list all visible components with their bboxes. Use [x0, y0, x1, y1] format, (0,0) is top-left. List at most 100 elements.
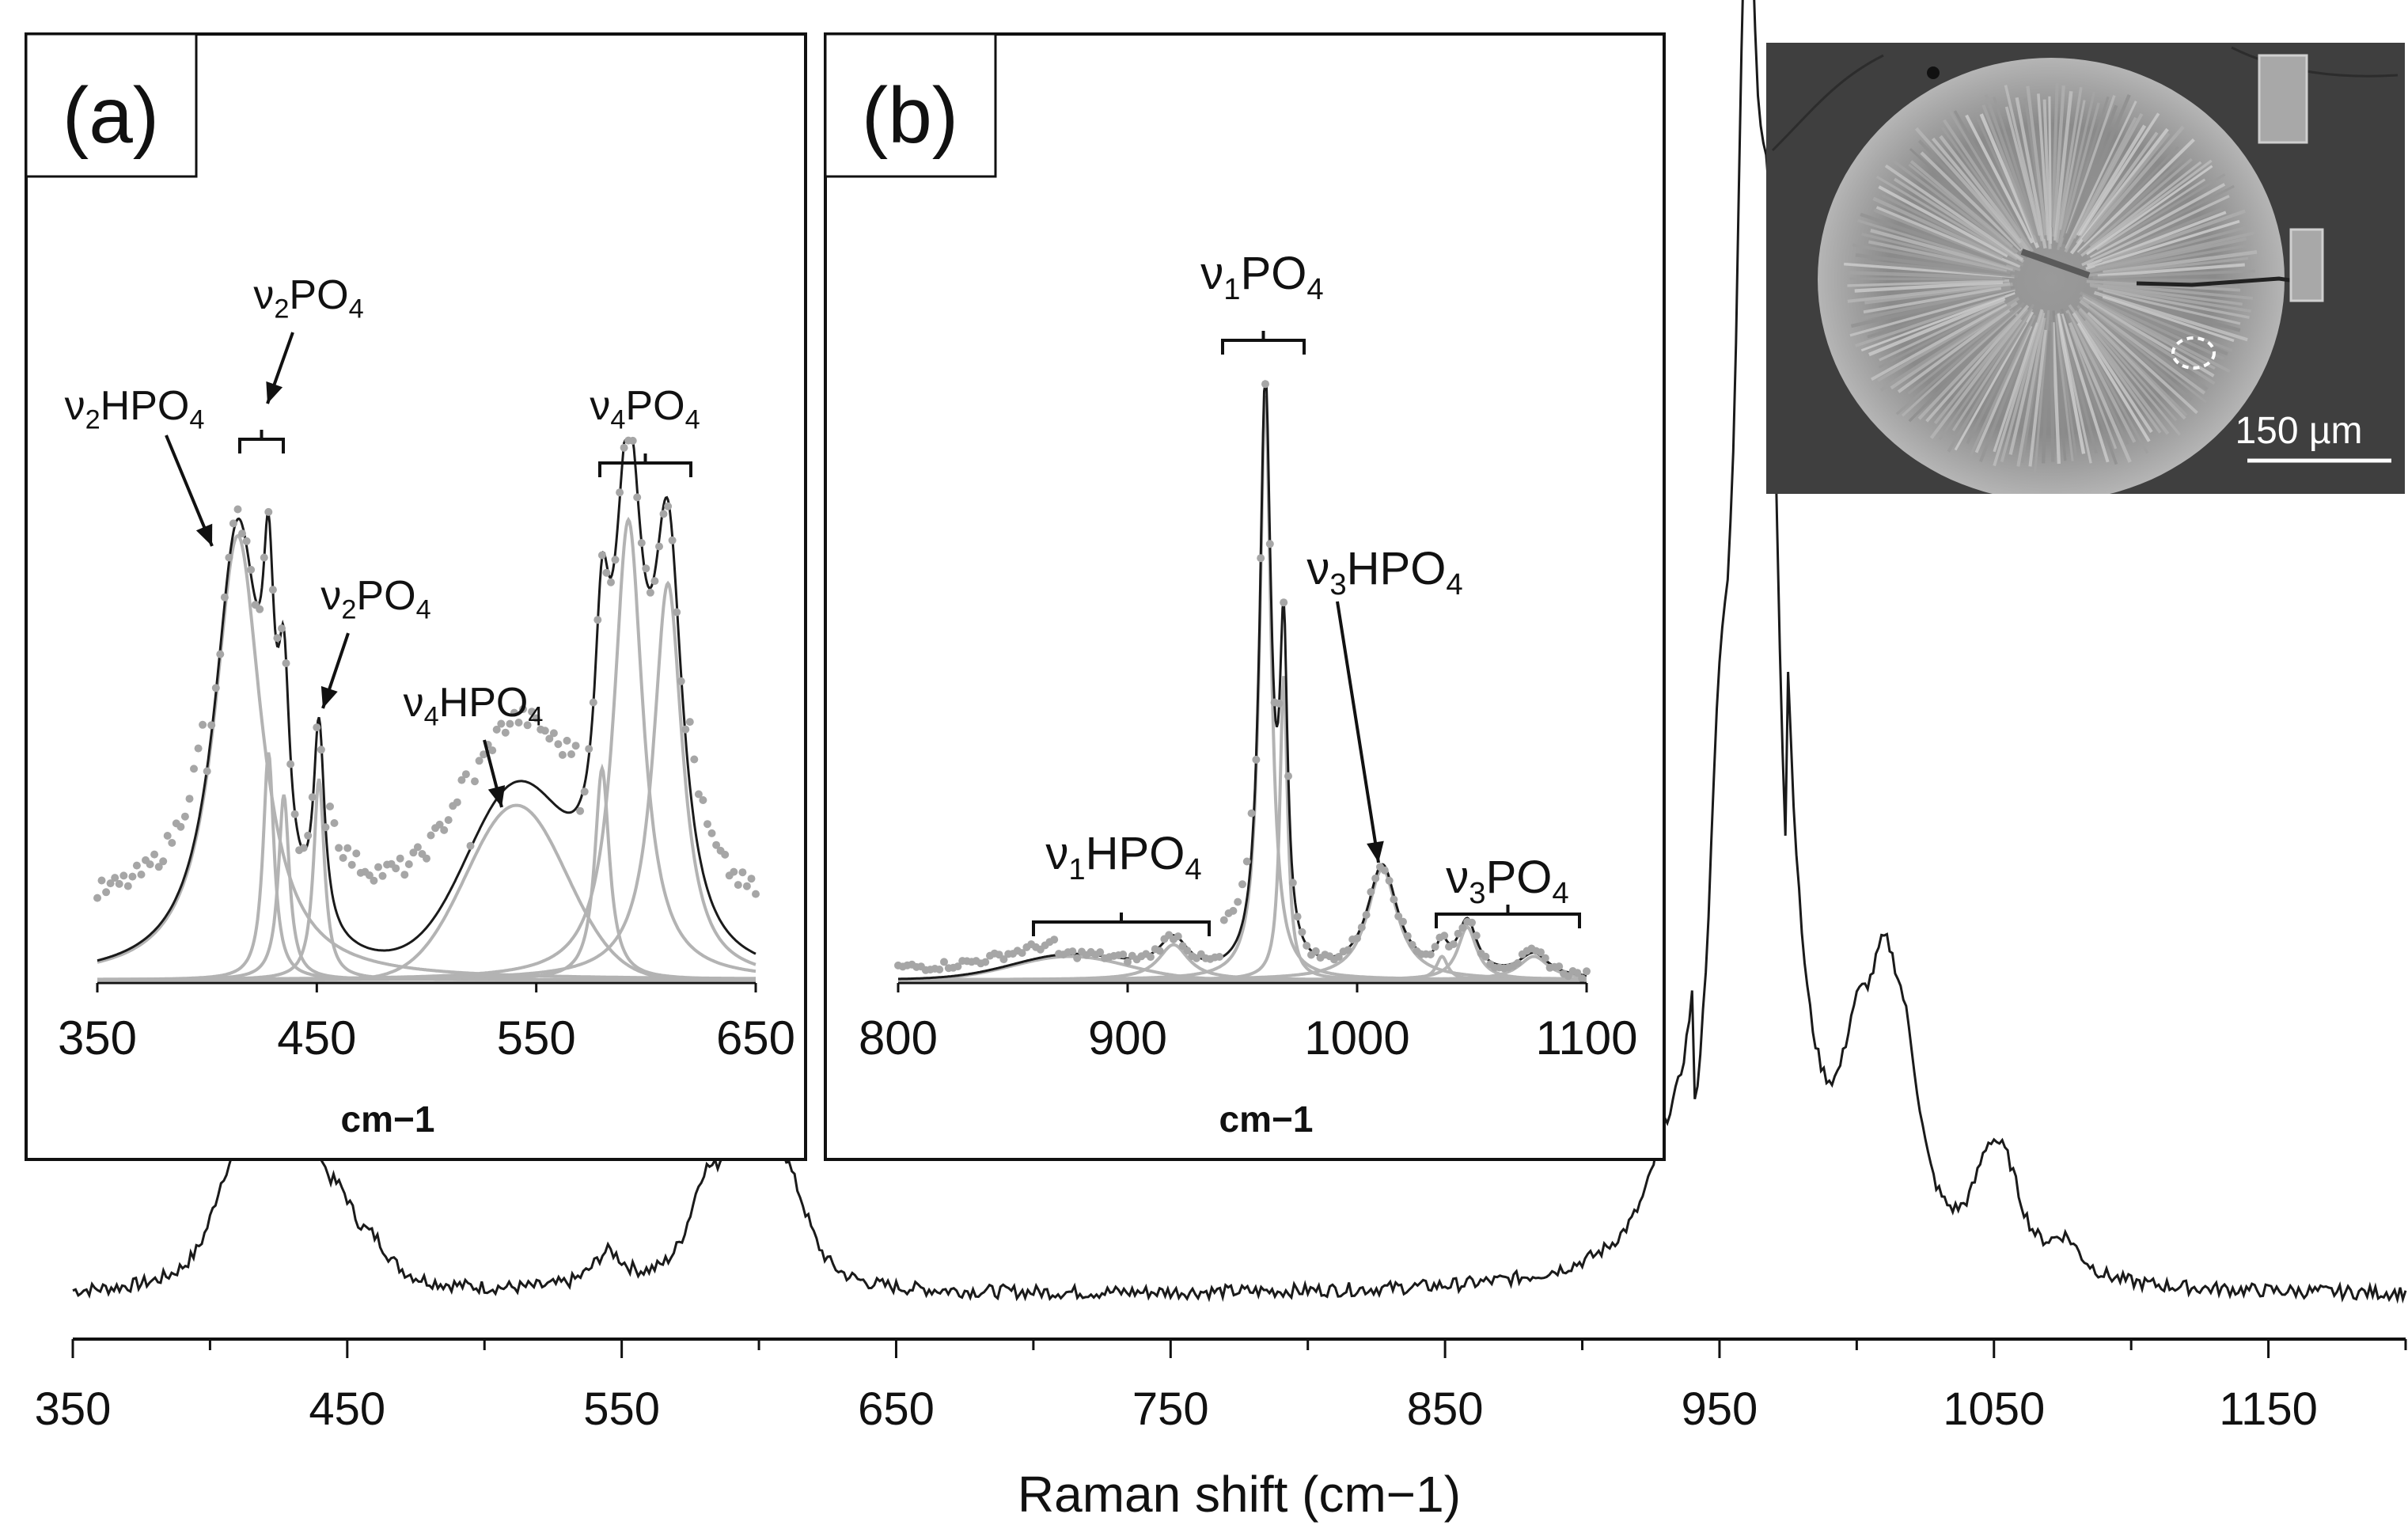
inset-b-tag-box	[824, 32, 997, 178]
main-x-tick-label: 450	[309, 1383, 385, 1435]
sem-fiber	[2052, 85, 2065, 237]
sem-fiber	[2093, 205, 2228, 264]
fit-component-line	[898, 954, 1587, 981]
sem-fiber	[2048, 96, 2053, 245]
peak-label-part: ν	[1306, 543, 1329, 594]
inset-x-tick-label: 900	[1088, 1011, 1167, 1064]
sem-fiber	[1938, 303, 2035, 441]
measured-point	[616, 488, 624, 497]
measured-point	[1357, 923, 1366, 932]
measured-point	[471, 777, 479, 786]
measured-point	[97, 876, 106, 885]
sem-fiber	[1974, 114, 2034, 238]
main-x-tick-label: 550	[583, 1383, 660, 1435]
sem-fiber	[2016, 317, 2046, 467]
sem-fiber	[1929, 318, 2023, 439]
sem-fiber	[2034, 309, 2050, 474]
peak-label: ν4HPO4	[404, 680, 544, 731]
measured-point	[633, 493, 642, 502]
measured-point	[694, 790, 703, 799]
arrow-head	[320, 685, 338, 708]
sem-fiber	[2084, 319, 2181, 436]
measured-point	[699, 796, 707, 804]
sem-fiber	[1878, 301, 2008, 369]
sem-fiber	[2084, 256, 2249, 278]
sem-fiber	[2067, 94, 2131, 239]
measured-point	[1288, 878, 1297, 887]
sem-fiber	[1872, 196, 2004, 260]
sem-fiber	[2090, 284, 2252, 313]
measured-point	[1564, 972, 1572, 981]
arrow-head	[195, 523, 213, 546]
sem-fiber	[2056, 313, 2086, 454]
measured-point	[260, 553, 268, 562]
sem-fiber	[2087, 237, 2247, 274]
sem-fiber	[2073, 309, 2170, 435]
sem-fiber	[1868, 297, 2006, 357]
sem-fiber	[2059, 100, 2086, 230]
sem-fiber	[2057, 91, 2095, 251]
sem-fiber	[2037, 93, 2050, 241]
measured-point	[308, 793, 317, 802]
measured-point	[1096, 948, 1105, 957]
sem-fiber	[1870, 228, 2014, 271]
sem-fiber	[2054, 310, 2078, 458]
sem-fiber	[1979, 319, 2037, 462]
sem-fiber	[2076, 138, 2195, 254]
sem-fiber	[2071, 317, 2149, 454]
sem-fiber	[1854, 280, 2004, 293]
sem-fiber	[2062, 104, 2118, 245]
measured-point	[620, 443, 628, 452]
sem-fiber	[1881, 193, 2024, 267]
sem-fiber	[1965, 114, 2034, 244]
sem-fiber	[1954, 311, 2034, 451]
measured-point	[286, 760, 295, 768]
measured-point	[233, 505, 242, 514]
measured-point	[1583, 967, 1591, 976]
peak-label-part: 1	[1068, 852, 1085, 886]
measured-point	[1454, 929, 1462, 938]
sem-fiber	[1933, 308, 2029, 424]
measured-point	[326, 803, 334, 810]
sem-fibers	[1844, 83, 2258, 474]
sem-fiber	[2072, 112, 2144, 239]
measured-point	[593, 616, 602, 624]
peak-label-part: 4	[528, 701, 543, 731]
measured-point	[954, 962, 962, 971]
measured-point	[707, 829, 716, 837]
sem-fiber	[2079, 299, 2206, 395]
bracket	[1221, 331, 1306, 355]
sem-fiber	[2087, 307, 2207, 404]
measured-point	[650, 577, 659, 586]
peak-label-part: 4	[1306, 272, 1323, 306]
measured-point	[510, 708, 518, 717]
sem-fiber	[2082, 184, 2235, 264]
measured-point	[1265, 540, 1274, 548]
measured-point	[225, 553, 233, 562]
measured-point	[343, 844, 352, 852]
measured-point	[268, 586, 277, 594]
measured-point	[440, 825, 449, 834]
sem-fiber	[1890, 157, 2017, 255]
sem-fiber	[1917, 139, 2023, 250]
measured-point	[435, 820, 444, 829]
measured-point	[1311, 947, 1320, 955]
peak-label-part: PO	[289, 272, 348, 318]
measured-point	[1252, 755, 1261, 764]
peak-label-part: PO	[1486, 852, 1553, 903]
sem-fiber	[1993, 322, 2038, 453]
measured-point	[313, 723, 321, 732]
measured-point	[290, 810, 299, 818]
sem-fiber	[2101, 298, 2233, 352]
measured-point	[501, 728, 510, 737]
sem-fiber	[2081, 294, 2231, 373]
measured-point	[273, 634, 282, 643]
measured-point	[264, 507, 273, 516]
measured-point	[339, 854, 347, 862]
sem-fiber	[2085, 219, 2240, 271]
measured-point	[1371, 874, 1380, 882]
sem-fiber	[2097, 286, 2250, 319]
measured-point	[1293, 913, 1302, 921]
measured-point	[488, 746, 497, 755]
